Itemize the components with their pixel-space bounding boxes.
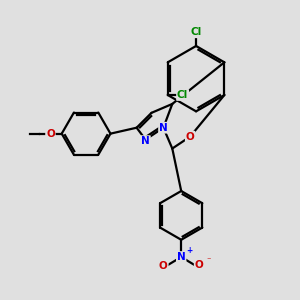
Text: N: N xyxy=(177,252,186,262)
Text: O: O xyxy=(159,261,168,271)
Text: ⁻: ⁻ xyxy=(206,255,211,264)
Text: +: + xyxy=(187,246,193,255)
Text: Cl: Cl xyxy=(190,27,202,37)
Text: Cl: Cl xyxy=(177,90,188,100)
Text: N: N xyxy=(141,136,150,146)
Text: O: O xyxy=(46,129,55,139)
Text: O: O xyxy=(195,260,203,270)
Text: O: O xyxy=(186,132,194,142)
Text: N: N xyxy=(159,123,168,133)
